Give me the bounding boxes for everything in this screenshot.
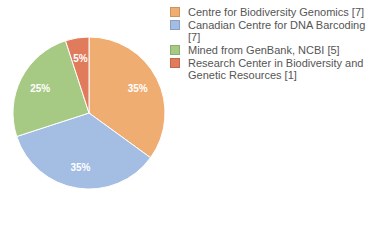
- html-text:Canadian Centre for DNA Barcod: Canadian Centre for DNA Barcoding [7]: [188, 19, 366, 43]
- html-text:Research Center in Biodiversit: Research Center in Biodiversity and Gene…: [188, 57, 364, 81]
- svg-text:35%: 35%: [128, 83, 148, 94]
- svg-text:5%: 5%: [73, 53, 88, 64]
- html-text:Mined from GenBank, NCBI [5]: Mined from GenBank, NCBI [5]: [188, 44, 340, 56]
- html-text:Centre for Biodiversity Genomi: Centre for Biodiversity Genomics [7]: [188, 6, 365, 18]
- svg-text:35%: 35%: [70, 162, 90, 173]
- svg-text:25%: 25%: [30, 83, 50, 94]
